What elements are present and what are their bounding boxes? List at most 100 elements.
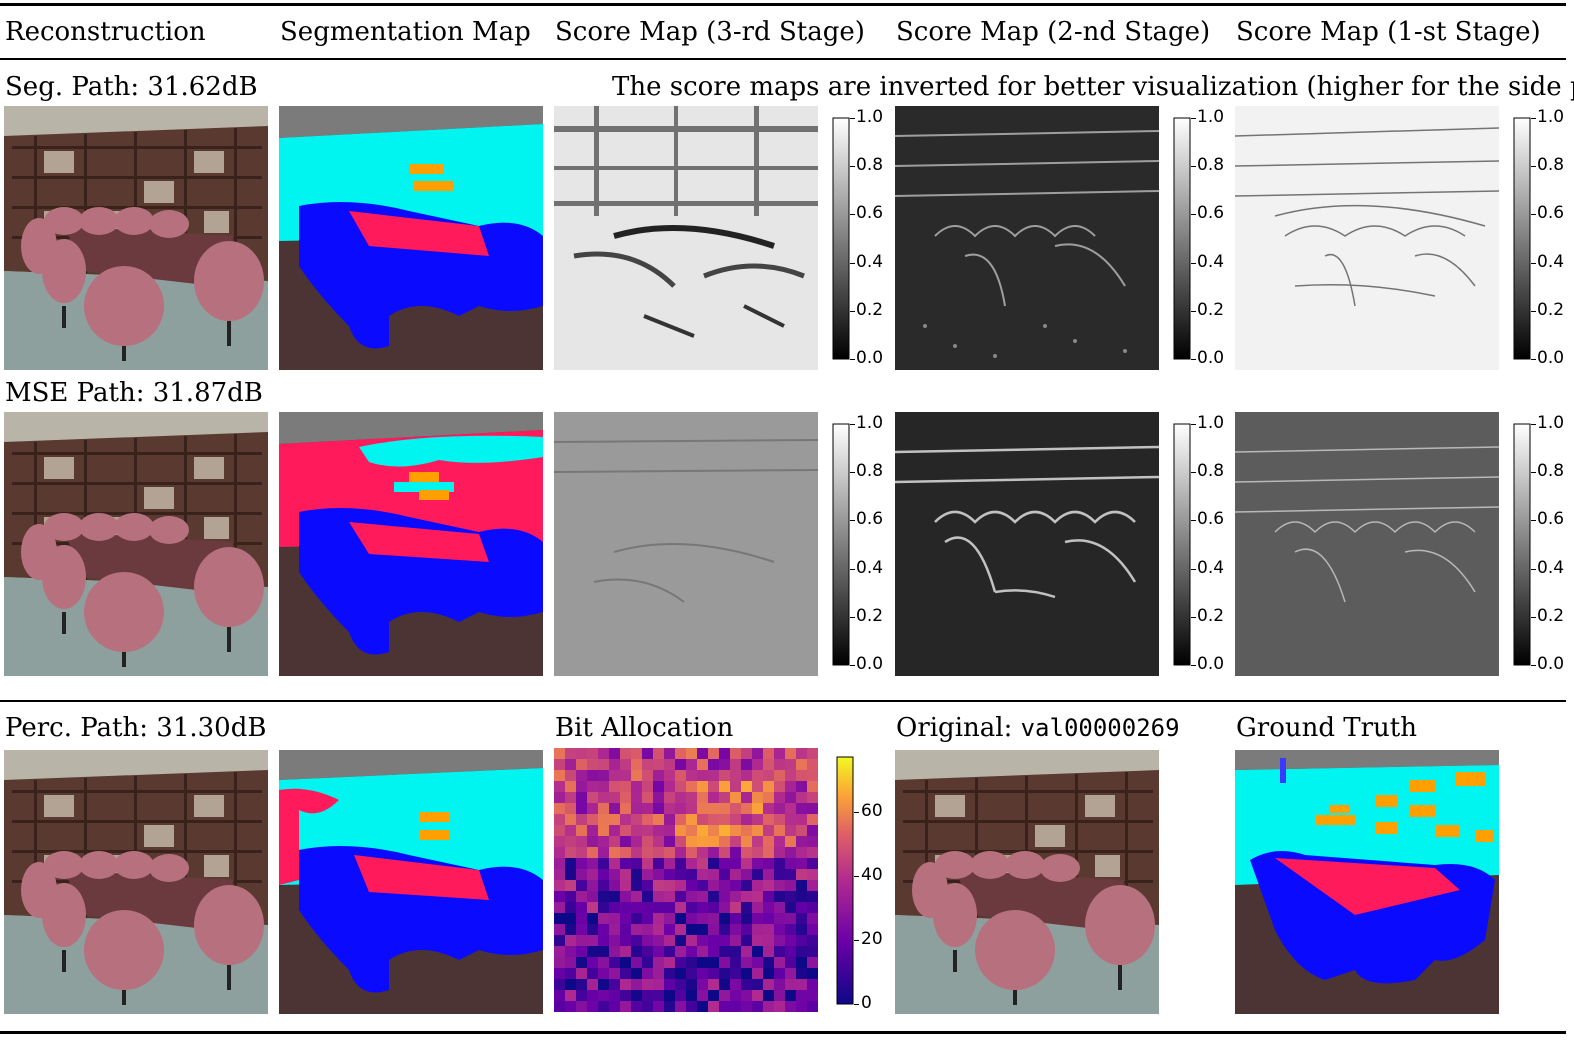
bit-allocation-cell [620, 946, 632, 958]
colorbar-tick-label: 0.0 [1537, 348, 1565, 368]
bit-allocation-cell [675, 814, 687, 826]
bit-allocation-cell [774, 957, 786, 969]
bit-allocation-cell [796, 781, 808, 793]
colorbar-tick-mark [1191, 568, 1196, 570]
bit-allocation-cell [631, 770, 643, 782]
bit-allocation-cell [675, 990, 687, 1002]
bit-allocation-cell [587, 1001, 599, 1012]
bit-allocation-cell [741, 880, 753, 892]
bit-allocation-cell [741, 792, 753, 804]
bit-allocation-cell [708, 814, 720, 826]
colorbar-tick-label: 0.2 [1197, 605, 1225, 626]
colorbar-tick-label: 0.2 [1197, 299, 1225, 320]
bit-allocation-cell [807, 902, 818, 914]
bit-allocation-cell [631, 946, 643, 958]
bit-allocation-cell [565, 759, 577, 771]
bit-allocation-cell [554, 946, 566, 958]
bit-allocation-cell [631, 957, 643, 969]
bit-allocation-cell [675, 847, 687, 859]
colorbar-tick-mark [1191, 616, 1196, 618]
bit-allocation-cell [730, 924, 742, 936]
bit-allocation-cell [664, 924, 676, 936]
bit-allocation-cell [587, 913, 599, 925]
bit-allocation-cell [708, 990, 720, 1002]
colorbar-tick-label: 20 [861, 929, 883, 949]
bit-allocation-cell [609, 935, 621, 947]
bit-allocation-cell [763, 748, 775, 760]
bit-allocation-cell [631, 869, 643, 881]
colorbar-tick-mark [1531, 472, 1536, 474]
bit-allocation-cell [565, 825, 577, 837]
bit-allocation-cell [565, 946, 577, 958]
bit-allocation-cell [796, 825, 808, 837]
bit-allocation-cell [807, 946, 818, 958]
bit-allocation-cell [653, 935, 665, 947]
bit-allocation-cell [686, 880, 698, 892]
bit-allocation-cell [785, 803, 797, 815]
colorbar-tick-label: 0.8 [856, 155, 884, 176]
bit-allocation-cell [587, 781, 599, 793]
bit-allocation-cell [565, 957, 577, 969]
colorbar-score-1st-row1 [1513, 117, 1531, 360]
bit-allocation-cell [653, 792, 665, 804]
bit-allocation-cell [741, 803, 753, 815]
bit-allocation-cell [686, 803, 698, 815]
bit-allocation-cell [598, 902, 610, 914]
colorbar-tick-mark [850, 359, 855, 360]
bit-allocation-cell [752, 979, 764, 991]
bit-allocation-cell [763, 924, 775, 936]
bit-allocation-cell [620, 1001, 632, 1012]
bit-allocation-cell [807, 781, 818, 793]
bit-allocation-cell [708, 946, 720, 958]
bit-allocation-cell [730, 957, 742, 969]
colorbar-tick-mark [1191, 214, 1196, 216]
bit-allocation-cell [675, 902, 687, 914]
bit-allocation-cell [576, 836, 588, 848]
bit-allocation-cell [774, 781, 786, 793]
header-score-map-1st: Score Map (1-st Stage) [1236, 17, 1541, 47]
bit-allocation-cell [598, 891, 610, 903]
bit-allocation-cell [796, 946, 808, 958]
bit-allocation-cell [752, 748, 764, 760]
bit-allocation-cell [598, 990, 610, 1002]
bit-allocation-cell [752, 1001, 764, 1012]
bit-allocation-cell [697, 858, 709, 870]
bit-allocation-cell [697, 869, 709, 881]
colorbar-tick-mark [1191, 310, 1196, 312]
bit-allocation-cell [730, 825, 742, 837]
bit-allocation-cell [642, 935, 654, 947]
bit-allocation-cell [642, 902, 654, 914]
bit-allocation-cell [796, 968, 808, 980]
bit-allocation-cell [587, 880, 599, 892]
perc-path-segmentation-map [279, 750, 543, 1014]
bit-allocation-cell [576, 792, 588, 804]
bit-allocation-cell [796, 847, 808, 859]
bit-allocation-cell [554, 869, 566, 881]
bit-allocation-cell [620, 913, 632, 925]
bit-allocation-cell [708, 869, 720, 881]
bit-allocation-cell [631, 759, 643, 771]
bit-allocation-cell [774, 924, 786, 936]
bit-allocation-cell [653, 825, 665, 837]
bit-allocation-cell [785, 902, 797, 914]
bit-allocation-cell [697, 803, 709, 815]
bit-allocation-cell [686, 979, 698, 991]
bit-allocation-cell [807, 748, 818, 760]
bit-allocation-cell [741, 869, 753, 881]
bit-allocation-cell [664, 957, 676, 969]
bit-allocation-cell [697, 748, 709, 760]
bit-allocation-cell [686, 957, 698, 969]
bit-allocation-cell [675, 759, 687, 771]
bit-allocation-cell [576, 913, 588, 925]
bit-allocation-cell [554, 770, 566, 782]
bit-allocation-cell [774, 825, 786, 837]
bit-allocation-cell [565, 781, 577, 793]
bit-allocation-cell [598, 869, 610, 881]
bit-allocation-cell [609, 924, 621, 936]
bit-allocation-cell [675, 935, 687, 947]
bit-allocation-cell [708, 792, 720, 804]
bit-allocation-cell [785, 759, 797, 771]
bit-allocation-cell [653, 803, 665, 815]
bit-allocation-cell [763, 825, 775, 837]
bit-allocation-cell [587, 836, 599, 848]
